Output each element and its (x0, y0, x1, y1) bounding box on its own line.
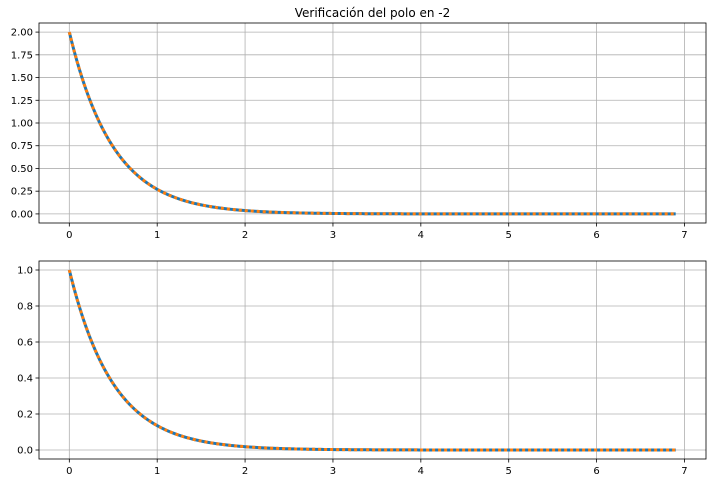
bottom-subplot: 0 1 2 3 4 5 6 7 0.0 0.2 0.4 0.6 0.8 1.0 (17, 260, 707, 477)
bottom-xtick-label-0: 0 (66, 466, 72, 477)
top-ytick-label-8: 2.00 (11, 28, 33, 39)
top-xtick-label-2: 2 (242, 230, 248, 241)
bottom-xtick-label-5: 5 (506, 466, 512, 477)
top-ytick-label-4: 1.00 (11, 119, 33, 130)
top-ytick-label-7: 1.75 (11, 50, 33, 61)
bottom-ytick-label-1: 0.2 (17, 410, 33, 421)
top-xtick-label-0: 0 (66, 230, 72, 241)
bottom-ytick-label-3: 0.6 (17, 338, 33, 349)
top-ytick-label-0: 0.00 (11, 209, 33, 220)
bottom-series-1-line (67, 269, 676, 452)
top-ytick-label-5: 1.25 (11, 96, 33, 107)
top-ytick-label-1: 0.25 (11, 187, 33, 198)
top-xtick-label-4: 4 (418, 230, 424, 241)
bottom-ytick-label-5: 1.0 (17, 266, 33, 277)
bottom-xtick-label-1: 1 (154, 466, 160, 477)
bottom-xtick-label-6: 6 (593, 466, 599, 477)
bottom-ytick-label-0: 0.0 (17, 446, 33, 457)
top-xtick-label-7: 7 (681, 230, 687, 241)
top-series-1-line (67, 31, 676, 216)
top-xtick-label-3: 3 (330, 230, 336, 241)
top-ytick-label-6: 1.50 (11, 73, 33, 84)
bottom-xtick-label-2: 2 (242, 466, 248, 477)
top-ytick-label-2: 0.50 (11, 164, 33, 175)
bottom-xtick-label-3: 3 (330, 466, 336, 477)
bottom-ytick-label-2: 0.4 (17, 374, 33, 385)
top-xtick-label-5: 5 (506, 230, 512, 241)
bottom-xtick-label-7: 7 (681, 466, 687, 477)
top-ytick-label-3: 0.75 (11, 141, 33, 152)
bottom-xtick-label-4: 4 (418, 466, 424, 477)
top-xtick-label-6: 6 (593, 230, 599, 241)
top-xtick-label-1: 1 (154, 230, 160, 241)
top-chart-title: Verificación del polo en -2 (295, 6, 451, 20)
bottom-axes-frame (38, 260, 707, 460)
bottom-ytick-label-4: 0.8 (17, 302, 33, 313)
top-subplot: Verificación del polo en -2 0 1 2 3 4 5 6 7 0.00… (11, 6, 707, 241)
